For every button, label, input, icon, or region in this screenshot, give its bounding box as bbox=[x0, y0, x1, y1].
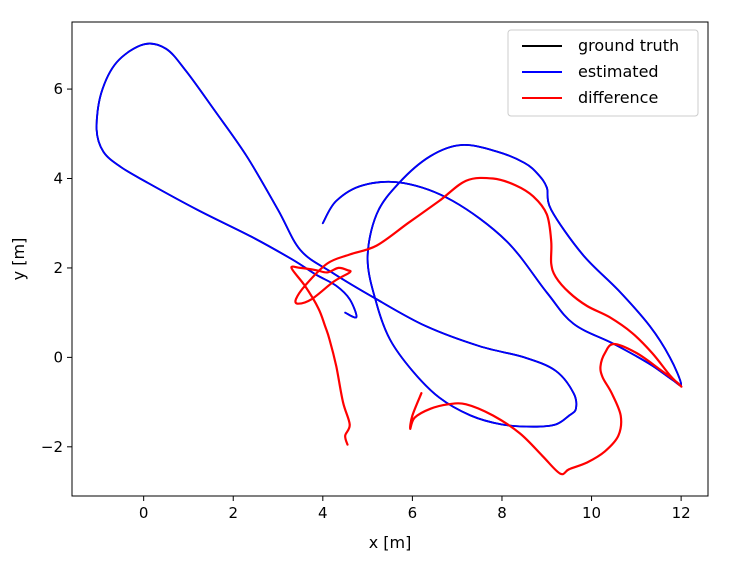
x-tick-label: 0 bbox=[139, 504, 149, 522]
x-tick-label: 6 bbox=[408, 504, 418, 522]
x-tick-label: 8 bbox=[497, 504, 507, 522]
x-tick-label: 4 bbox=[318, 504, 328, 522]
plot-area-frame bbox=[71, 21, 709, 497]
x-axis-ticks: 0 2 4 6 8 10 12 bbox=[139, 496, 691, 522]
series-layer bbox=[95, 42, 683, 476]
legend-label: difference bbox=[578, 88, 658, 107]
y-tick-label: 2 bbox=[53, 259, 63, 277]
x-tick-label: 10 bbox=[582, 504, 601, 522]
x-axis-label: x [m] bbox=[369, 533, 412, 552]
y-axis-ticks: −2 0 2 4 6 bbox=[41, 80, 72, 456]
y-tick-label: 0 bbox=[53, 348, 63, 366]
legend-label: ground truth bbox=[578, 36, 679, 55]
y-tick-label: 4 bbox=[53, 170, 63, 188]
y-axis-label: y [m] bbox=[9, 238, 28, 281]
series-line-3 bbox=[290, 176, 683, 476]
legend-frame bbox=[507, 29, 699, 117]
y-tick-label: −2 bbox=[41, 438, 63, 456]
x-tick-label: 2 bbox=[228, 504, 238, 522]
legend: ground truth estimated difference bbox=[507, 29, 699, 117]
legend-label: estimated bbox=[578, 62, 659, 81]
x-tick-label: 12 bbox=[672, 504, 691, 522]
y-tick-label: 6 bbox=[53, 80, 63, 98]
